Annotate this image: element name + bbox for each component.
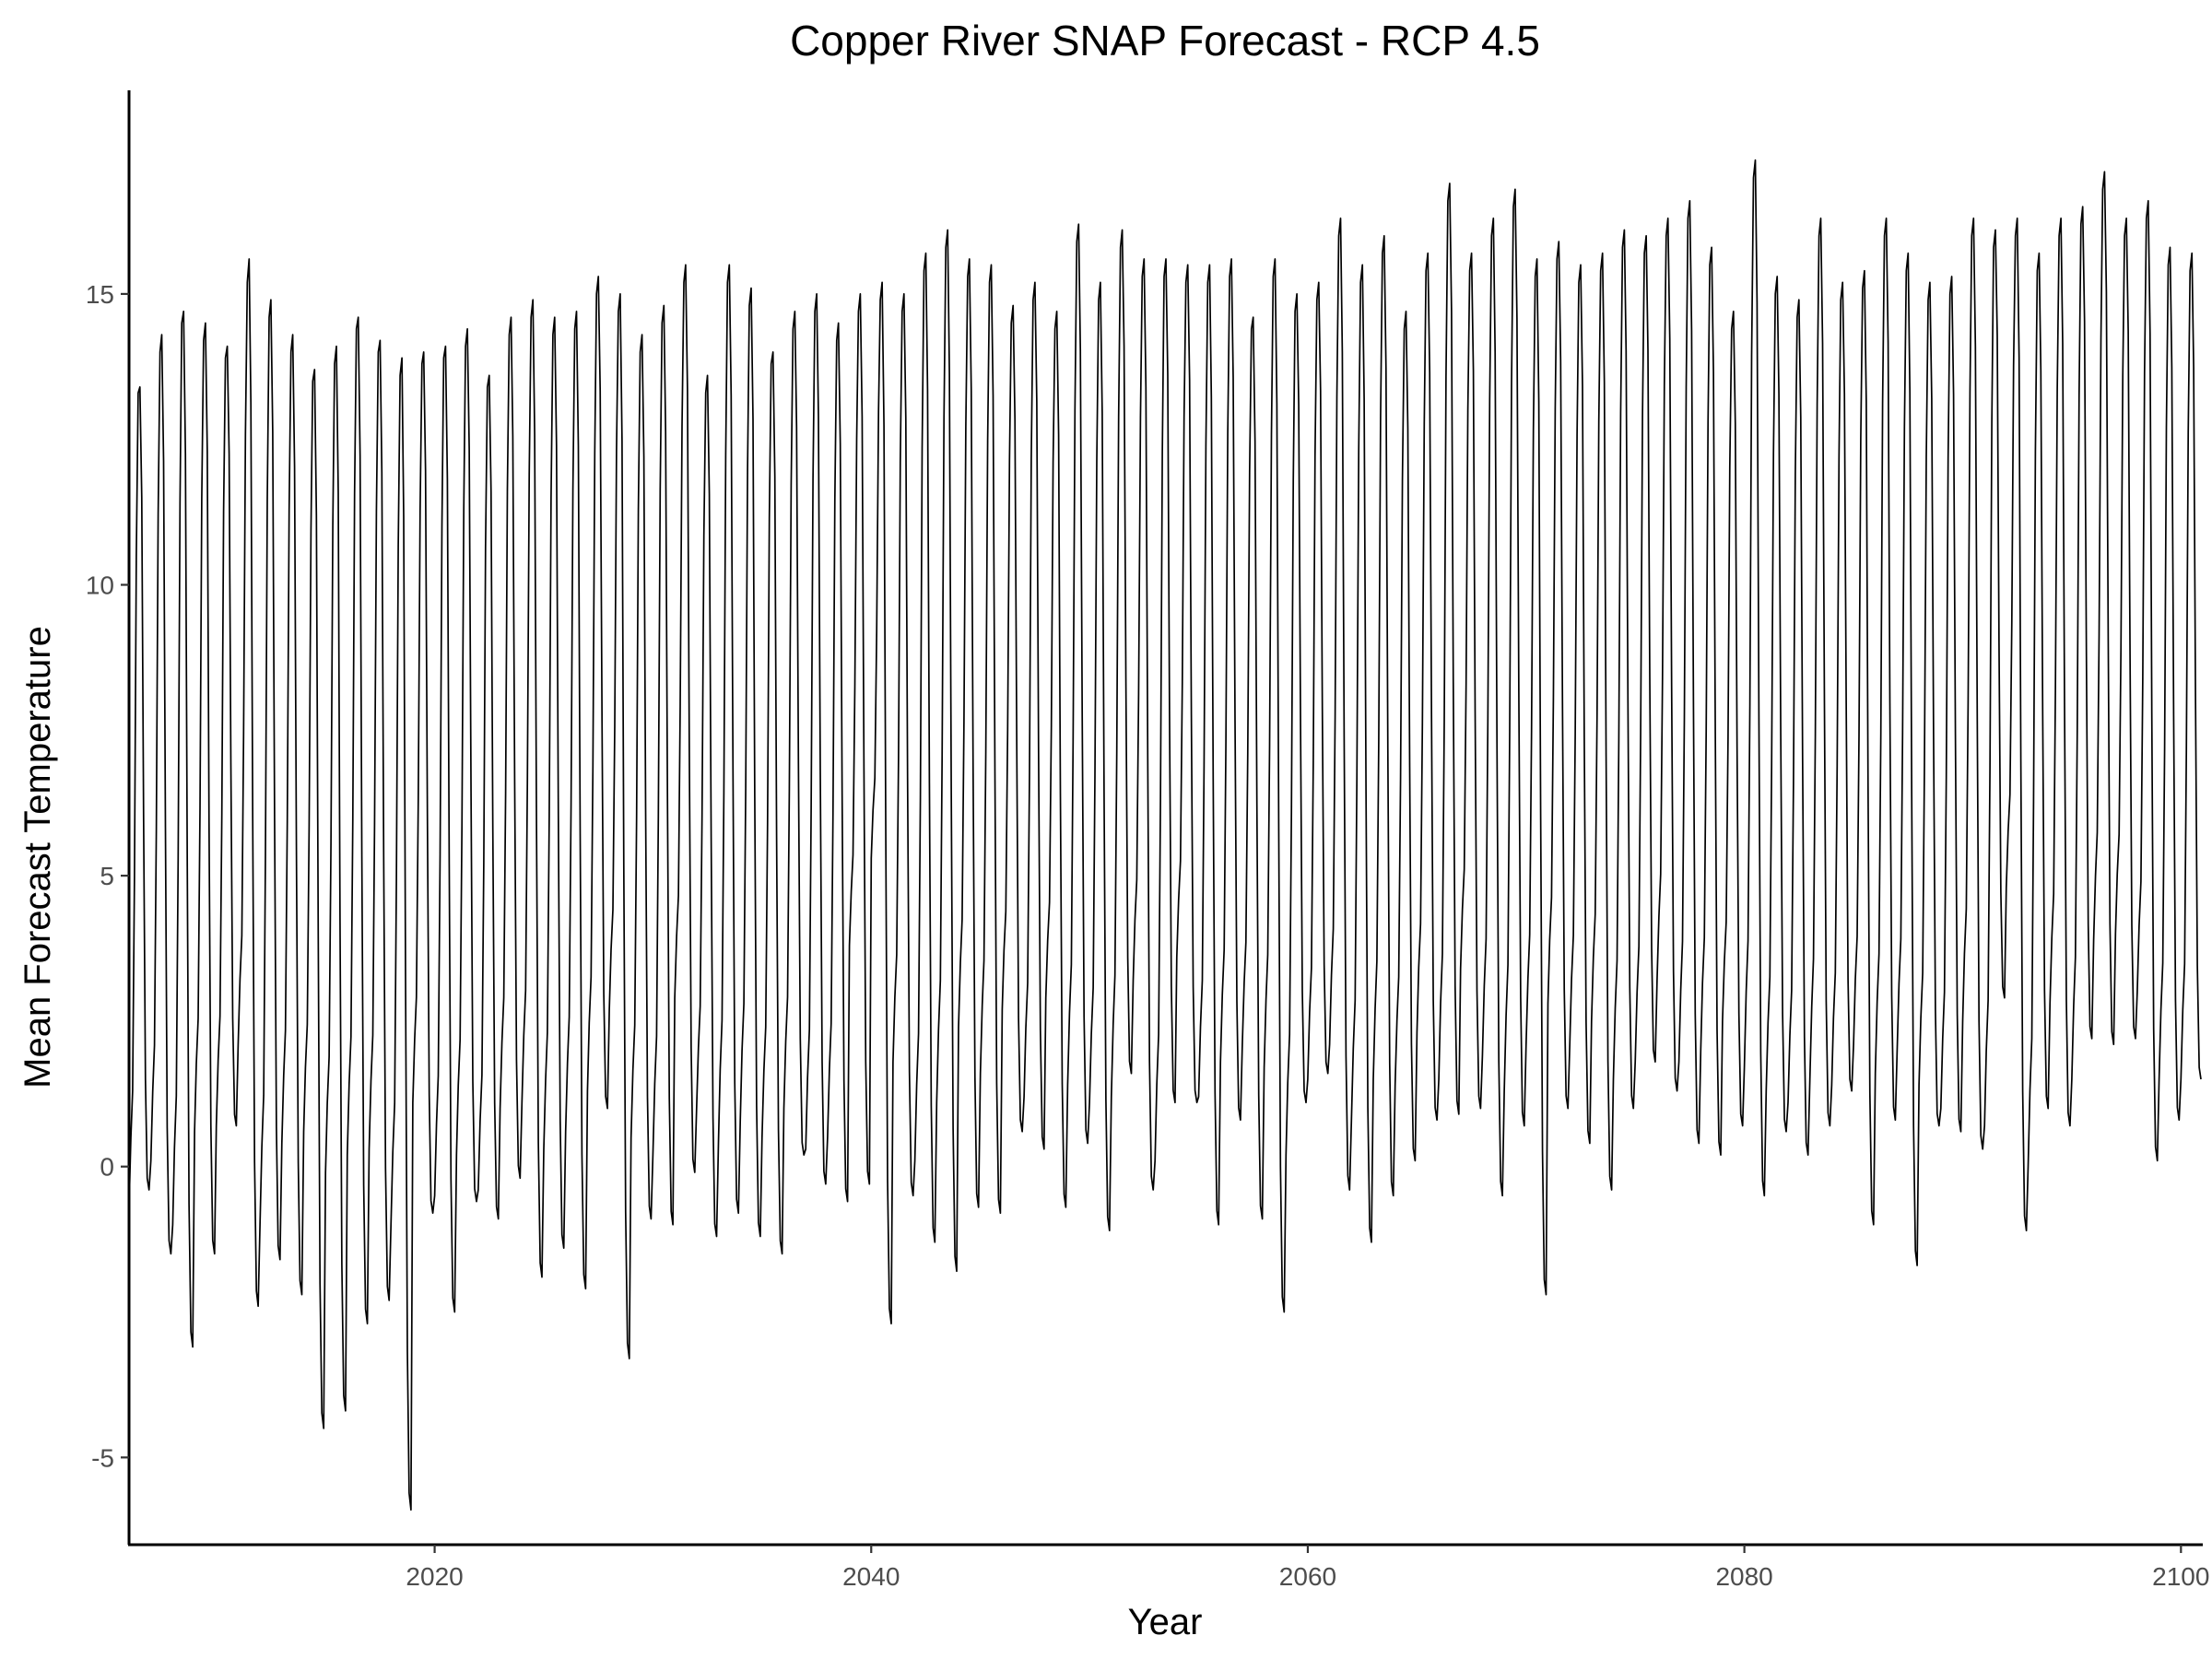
series-line <box>128 159 2202 1511</box>
y-axis-title: Mean Forecast Temperature <box>18 626 58 1088</box>
y-tick-label: -5 <box>91 1443 114 1472</box>
y-tick-label: 10 <box>86 571 114 600</box>
x-ticks: 2020 2040 2060 2080 2100 <box>406 1545 2209 1591</box>
y-tick-label: 15 <box>86 280 114 309</box>
x-tick-label: 2060 <box>1279 1562 1336 1591</box>
series-layer <box>128 159 2202 1511</box>
x-tick-label: 2080 <box>1715 1562 1772 1591</box>
y-ticks: -5 0 5 10 15 <box>86 280 129 1472</box>
x-axis-title: Year <box>1128 1602 1203 1642</box>
y-tick-label: 5 <box>100 862 114 890</box>
chart-title: Copper River SNAP Forecast - RCP 4.5 <box>790 17 1540 65</box>
x-tick-label: 2100 <box>2152 1562 2209 1591</box>
x-tick-label: 2020 <box>406 1562 463 1591</box>
y-tick-label: 0 <box>100 1153 114 1182</box>
x-tick-label: 2040 <box>842 1562 900 1591</box>
